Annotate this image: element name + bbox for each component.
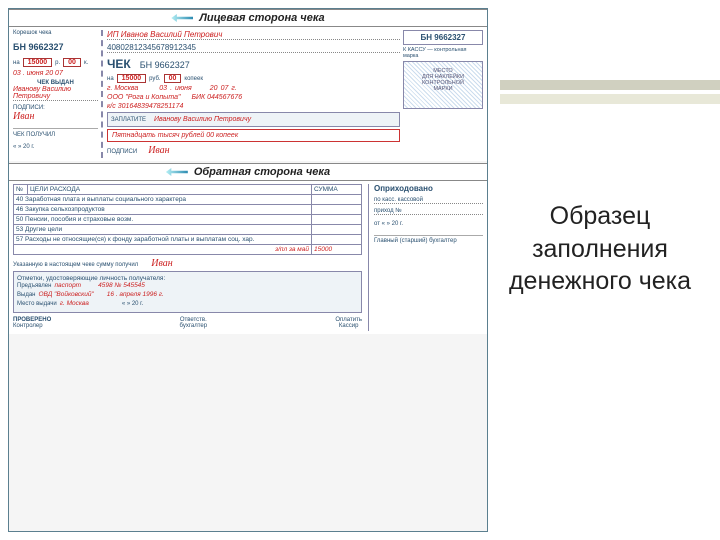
id-label: Отметки, удостоверяющие личность получат… [17,275,358,282]
main-sign-label: ПОДПИСИ [107,149,137,155]
bik: БИК 044567676 [191,94,242,101]
stub-signature: Иван [13,111,98,122]
back-right-title: Оприходовано [374,184,483,193]
cheque-back: №ЦЕЛИ РАСХОДАСУММА 40 Заработная плата и… [9,181,487,334]
account-no: 40802812345678912345 [107,43,400,53]
month: июня [175,85,192,92]
day: 03 [159,85,167,92]
amount-words: Пятнадцать тысяч рублей 00 копеек [112,132,238,139]
main-signature: Иван [148,145,169,156]
th-no: № [14,185,28,195]
na-label: на [107,76,114,82]
check-word: ЧЕК [107,57,131,71]
owner-name: ИП Иванов Василий Петрович [107,30,400,40]
kc: к/с 30164839478251174 [107,103,400,110]
back-date-line: « » 20 г. [122,301,143,307]
stub-amount-kop: 00 [63,58,81,67]
stub-date-empty: « » 20 г. [13,144,98,150]
bank-name: ООО "Рога и Копыта" [107,94,180,101]
payee-box: ЗАПЛАТИТЕ Иванову Василию Петровичу [107,112,400,127]
stub-issued-to: Иванову Василию Петровичу [13,86,98,101]
stamp-area: МЕСТО ДЛЯ НАКЛЕЙКИ КОНТРОЛЬНОЙ МАРКИ [403,61,483,109]
bn-right: БН 9662327 [403,30,483,45]
row4: 53 Другие цели [14,225,312,235]
br-mainbuh: Главный (старший) бухгалтер [374,235,483,244]
br-line1: по касс. кассовой [374,197,483,204]
th-sum: СУММА [312,185,362,195]
place-value: г. Москва [60,300,89,307]
back-signature: Иван [151,258,172,269]
th-purpose: ЦЕЛИ РАСХОДА [28,185,312,195]
br-date: от « » 20 г. [374,221,483,227]
back-header-label: Обратная сторона чека [194,166,330,178]
received-sum-label: Указанную в настоящем чеке сумму получил [13,262,138,268]
front-header: Лицевая сторона чека [9,9,487,27]
row3: 50 Пенсии, пособия и страховые возм. [14,215,312,225]
arrow-left-icon [171,14,193,22]
stub-amount-rub: 15000 [23,58,52,67]
kassir-label: Оплатить Кассир [335,317,362,329]
row-purpose-value: з/пл за май [14,245,312,255]
row1: 40 Заработная плата и выплаты социальног… [14,195,312,205]
slide-title: Образец заполнения денежного чека [490,200,710,298]
stub-date: 03 . июня 20 07 [13,70,98,77]
purpose-table: №ЦЕЛИ РАСХОДАСУММА 40 Заработная плата и… [13,184,362,255]
main-bn: БН 9662327 [140,60,190,70]
stub-title: Корешок чека [13,30,98,36]
pay-to: Иванову Василию Петровичу [154,116,251,123]
stub-bn: БН 9662327 [13,42,98,52]
controller-label: Контролер [13,323,51,329]
row2: 46 Закупка сельхозпродуктов [14,205,312,215]
cheque-sample-image: Лицевая сторона чека Корешок чека БН 966… [8,8,488,532]
cheque-front: Корешок чека БН 9662327 на 15000 р. 00 к… [9,27,487,161]
kop-label: копеек [184,76,203,82]
cheque-main: ИП Иванов Василий Петрович 4080281234567… [107,30,483,158]
id-issued-by: ОВД "Войковский" [38,291,93,298]
id-date: 16 . апреля 1996 г. [107,291,164,298]
decor-bar-1 [500,80,720,90]
kassa-label: К КАССУ — контрольная марка [403,47,483,59]
cheque-stub: Корешок чека БН 9662327 на 15000 р. 00 к… [13,30,103,158]
amount-words-box: Пятнадцать тысяч рублей 00 копеек [107,129,400,142]
main-amount-rub: 15000 [117,74,146,83]
back-header: Обратная сторона чека [9,163,487,181]
decor-bar-2 [500,94,720,104]
id-num: 4598 № 545545 [98,282,145,289]
front-header-label: Лицевая сторона чека [199,12,324,24]
otv-buh-label: Ответств. бухгалтер [180,317,208,329]
pay-to-label: ЗАПЛАТИТЕ [111,117,146,123]
row-sum-value: 15000 [312,245,362,255]
place-label: Место выдачи [17,301,57,307]
stub-received-label: ЧЕК ПОЛУЧИЛ [13,132,98,138]
year: 07 [221,85,229,92]
arrow-left-icon-2 [166,168,188,176]
row5: 57 Расходы не относящие(ся) к фонду зара… [14,235,312,245]
br-line2: приход № [374,208,483,215]
main-amount-kop: 00 [164,74,182,83]
city: г. Москва [107,85,138,92]
id-doc: паспорт [54,282,81,289]
id-box: Отметки, удостоверяющие личность получат… [13,271,362,313]
